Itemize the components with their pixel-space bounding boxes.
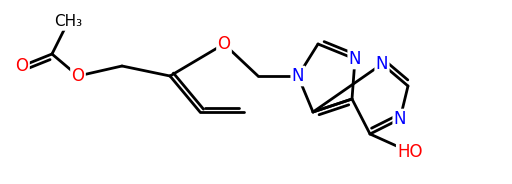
Text: O: O: [15, 57, 29, 75]
Text: N: N: [349, 50, 361, 68]
Text: O: O: [218, 35, 230, 53]
Text: N: N: [376, 55, 388, 73]
Text: N: N: [394, 110, 406, 128]
Text: CH₃: CH₃: [54, 15, 82, 29]
Text: O: O: [72, 67, 84, 85]
Text: N: N: [292, 67, 304, 85]
Text: HO: HO: [397, 143, 423, 161]
